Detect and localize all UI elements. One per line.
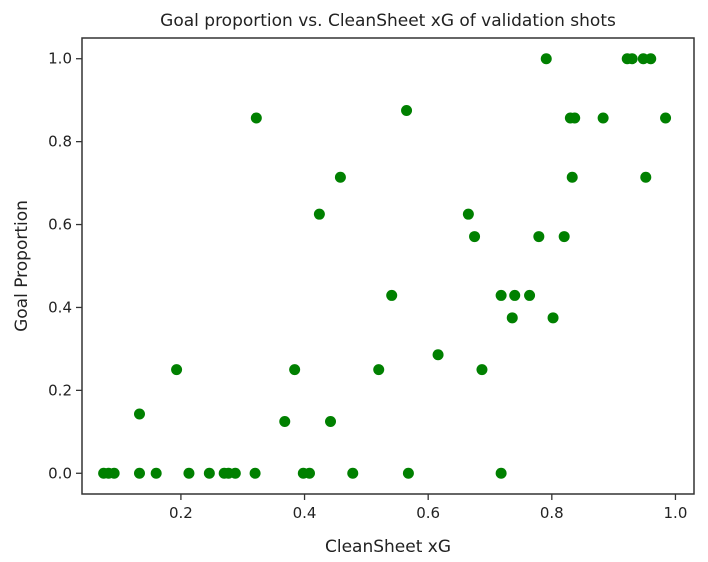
y-tick-label: 0.4 bbox=[48, 298, 72, 316]
scatter-point bbox=[645, 53, 657, 65]
scatter-point bbox=[569, 112, 581, 124]
scatter-point bbox=[401, 105, 413, 117]
axis-ticks: 0.2 0.4 0.6 0.8 1.0 0.0 0.2 0.4 0.6 0.8 1.0 bbox=[48, 50, 687, 522]
scatter-point bbox=[303, 467, 315, 479]
scatter-point bbox=[509, 289, 521, 301]
x-tick-label: 1.0 bbox=[664, 504, 688, 522]
scatter-point bbox=[640, 171, 652, 183]
y-tick-label: 0.6 bbox=[48, 216, 72, 234]
scatter-point bbox=[469, 231, 481, 243]
scatter-point bbox=[524, 289, 536, 301]
scatter-point bbox=[558, 231, 570, 243]
y-axis-label: Goal Proportion bbox=[12, 200, 32, 332]
y-tick-label: 1.0 bbox=[48, 50, 72, 68]
scatter-point bbox=[566, 171, 578, 183]
scatter-point bbox=[183, 467, 195, 479]
scatter-point bbox=[133, 467, 145, 479]
x-tick-label: 0.4 bbox=[293, 504, 317, 522]
chart-title: Goal proportion vs. CleanSheet xG of val… bbox=[160, 11, 616, 31]
scatter-point bbox=[402, 467, 414, 479]
scatter-point bbox=[476, 364, 488, 376]
scatter-point bbox=[495, 289, 507, 301]
scatter-point bbox=[150, 467, 162, 479]
data-points bbox=[98, 53, 672, 479]
scatter-point bbox=[506, 312, 518, 324]
scatter-point bbox=[289, 364, 301, 376]
scatter-point bbox=[432, 349, 444, 361]
scatter-point bbox=[347, 467, 359, 479]
scatter-point bbox=[540, 53, 552, 65]
scatter-point bbox=[249, 467, 261, 479]
scatter-point bbox=[547, 312, 559, 324]
scatter-point bbox=[108, 467, 120, 479]
scatter-point bbox=[203, 467, 215, 479]
scatter-point bbox=[533, 231, 545, 243]
x-tick-label: 0.8 bbox=[540, 504, 564, 522]
scatter-point bbox=[171, 364, 183, 376]
scatter-point bbox=[660, 112, 672, 124]
scatter-point bbox=[313, 208, 325, 220]
scatter-point bbox=[495, 467, 507, 479]
scatter-point bbox=[250, 112, 262, 124]
x-tick-label: 0.2 bbox=[169, 504, 193, 522]
y-tick-label: 0.2 bbox=[48, 381, 72, 399]
y-tick-label: 0.8 bbox=[48, 133, 72, 151]
scatter-point bbox=[626, 53, 638, 65]
x-axis-label: CleanSheet xG bbox=[325, 537, 451, 557]
x-tick-label: 0.6 bbox=[416, 504, 440, 522]
scatter-point bbox=[325, 415, 337, 427]
scatter-point bbox=[334, 171, 346, 183]
scatter-point bbox=[597, 112, 609, 124]
scatter-point bbox=[462, 208, 474, 220]
scatter-point bbox=[373, 364, 385, 376]
y-tick-label: 0.0 bbox=[48, 464, 72, 482]
scatter-point bbox=[133, 408, 145, 420]
scatter-point bbox=[386, 289, 398, 301]
plot-frame bbox=[81, 37, 695, 495]
scatter-point bbox=[279, 415, 291, 427]
scatter-point bbox=[229, 467, 241, 479]
